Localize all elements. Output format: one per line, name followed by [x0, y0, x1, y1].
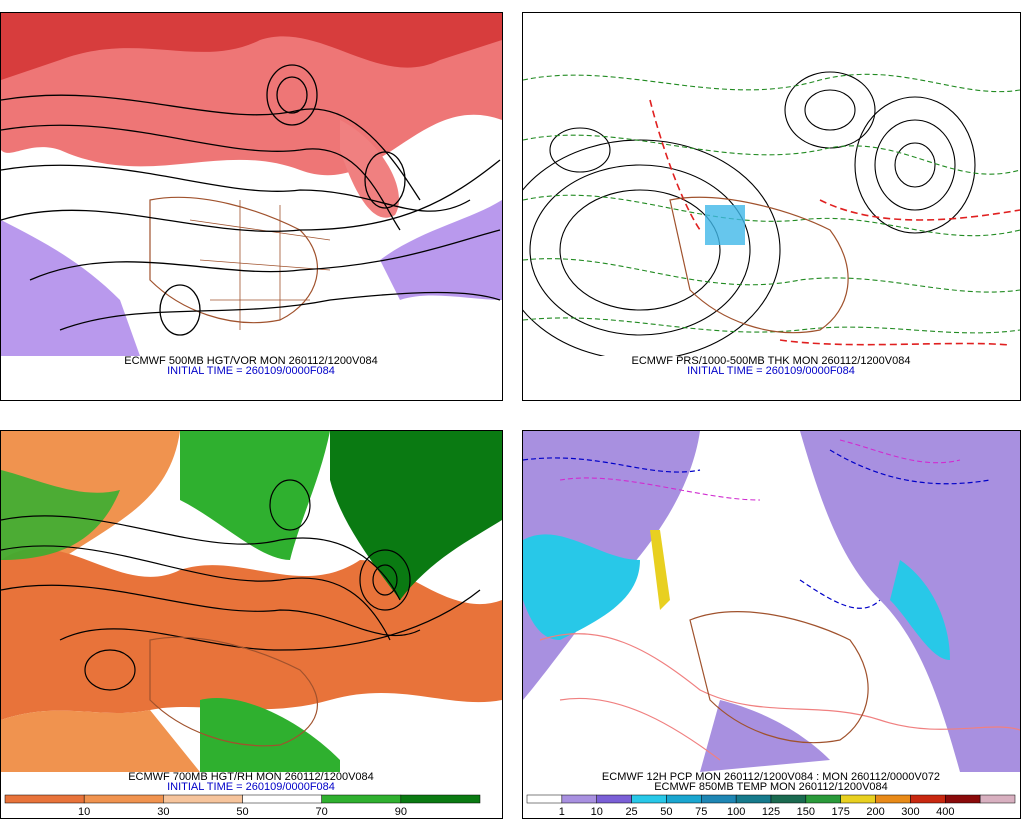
- colorbar-label: 30: [157, 806, 169, 818]
- colorbar-swatch: [526, 794, 563, 804]
- colorbar-swatch: [945, 794, 981, 804]
- colorbar-label: 175: [832, 806, 850, 818]
- colorbar-swatch: [83, 794, 164, 804]
- colorbar-label: 10: [591, 806, 603, 818]
- map: [1, 431, 502, 772]
- colorbar-swatch: [840, 794, 876, 804]
- colorbar-label: 400: [936, 806, 954, 818]
- colorbar-swatch: [400, 794, 481, 804]
- colorbar-swatch: [631, 794, 667, 804]
- map: [523, 431, 1020, 772]
- colorbar-label: 1: [559, 806, 565, 818]
- colorbar-label: 125: [762, 806, 780, 818]
- colorbar-swatch: [242, 794, 322, 804]
- caption: ECMWF 700MB HGT/RH MON 260112/1200V084: [128, 771, 374, 783]
- colorbar-swatch: [770, 794, 807, 804]
- panel-frame: [522, 12, 1021, 401]
- colorbar-label: 200: [866, 806, 884, 818]
- colorbar-label: 25: [625, 806, 637, 818]
- colorbar-swatch: [163, 794, 243, 804]
- colorbar-label: 100: [727, 806, 745, 818]
- colorbar-label: 75: [695, 806, 707, 818]
- caption: ECMWF 12H PCP MON 260112/1200V084 : MON …: [602, 771, 940, 783]
- colorbar-swatch: [596, 794, 632, 804]
- map: [523, 13, 1020, 356]
- colorbar-swatch: [666, 794, 702, 804]
- colorbar-swatch: [701, 794, 737, 804]
- colorbar-swatch: [979, 794, 1016, 804]
- colorbar-swatch: [875, 794, 911, 804]
- colorbar-label: 10: [78, 806, 90, 818]
- colorbar-swatch: [805, 794, 841, 804]
- colorbar-swatch: [561, 794, 597, 804]
- caption: INITIAL TIME = 260109/0000F084: [167, 365, 335, 377]
- caption: INITIAL TIME = 260109/0000F084: [167, 781, 335, 793]
- map: [1, 13, 502, 356]
- colorbar-swatch: [4, 794, 85, 804]
- colorbar-swatch: [910, 794, 946, 804]
- colorbar-swatch: [735, 794, 772, 804]
- caption: INITIAL TIME = 260109/0000F084: [687, 365, 855, 377]
- colorbar-label: 50: [236, 806, 248, 818]
- colorbar-swatch: [321, 794, 402, 804]
- caption: ECMWF 850MB TEMP MON 260112/1200V084: [654, 781, 888, 793]
- colorbar-label: 50: [660, 806, 672, 818]
- colorbar-label: 150: [797, 806, 815, 818]
- panel-frame: [0, 12, 503, 401]
- caption: ECMWF PRS/1000-500MB THK MON 260112/1200…: [631, 355, 910, 367]
- colorbar-label: 90: [395, 806, 407, 818]
- colorbar-label: 300: [901, 806, 919, 818]
- caption: ECMWF 500MB HGT/VOR MON 260112/1200V084: [124, 355, 378, 367]
- colorbar-label: 70: [316, 806, 328, 818]
